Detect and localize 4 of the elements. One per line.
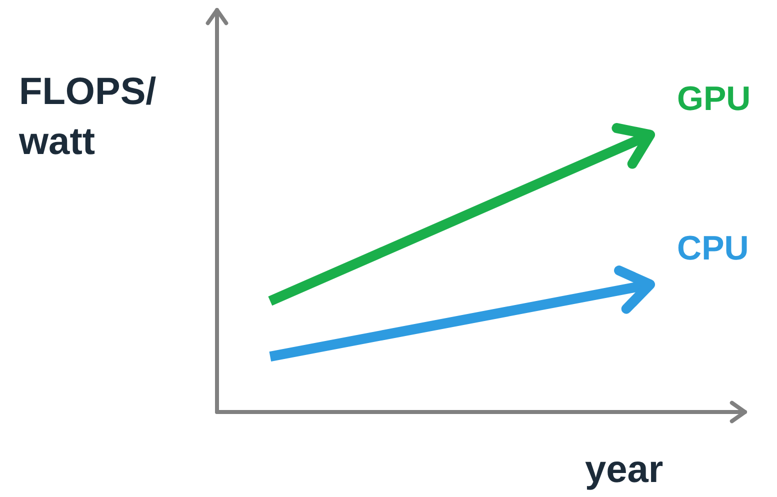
series-label: CPU bbox=[677, 229, 749, 268]
y-axis-title: FLOPS/ watt bbox=[18, 71, 167, 163]
series-label: GPU bbox=[677, 80, 751, 118]
x-axis-title: year bbox=[585, 449, 664, 491]
